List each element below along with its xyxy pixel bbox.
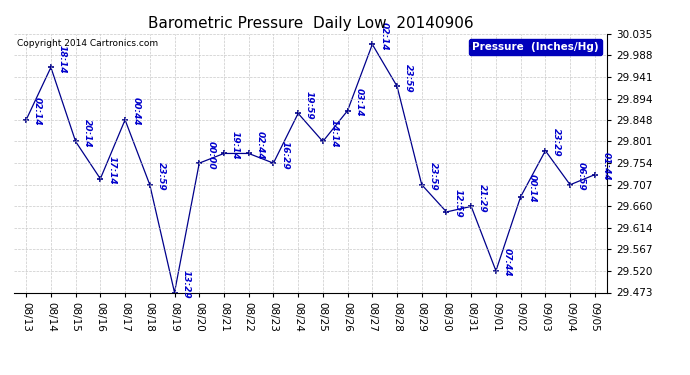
Text: 02:44: 02:44	[255, 131, 265, 160]
Text: 20:14: 20:14	[83, 119, 92, 148]
Text: 00:14: 00:14	[528, 174, 537, 203]
Pressure  (Inches/Hg)	[492, 268, 500, 273]
Pressure  (Inches/Hg)	[121, 118, 129, 122]
Pressure  (Inches/Hg)	[517, 195, 525, 199]
Text: 01:44: 01:44	[602, 152, 611, 181]
Text: 03:14: 03:14	[355, 88, 364, 117]
Text: 17:14: 17:14	[107, 156, 117, 185]
Text: 23:29: 23:29	[552, 128, 562, 157]
Text: 12:59: 12:59	[453, 189, 462, 218]
Text: 16:29: 16:29	[280, 141, 289, 169]
Pressure  (Inches/Hg)	[170, 290, 179, 295]
Text: 23:59: 23:59	[404, 64, 413, 92]
Pressure  (Inches/Hg)	[195, 161, 204, 165]
Pressure  (Inches/Hg)	[220, 151, 228, 156]
Text: 21:29: 21:29	[478, 184, 487, 213]
Text: 06:59: 06:59	[577, 162, 586, 191]
Text: 13:29: 13:29	[181, 270, 190, 298]
Pressure  (Inches/Hg)	[591, 172, 599, 177]
Line: Pressure  (Inches/Hg): Pressure (Inches/Hg)	[23, 41, 598, 296]
Pressure  (Inches/Hg)	[47, 65, 55, 70]
Pressure  (Inches/Hg)	[72, 139, 80, 144]
Text: 23:59: 23:59	[157, 162, 166, 191]
Pressure  (Inches/Hg)	[368, 42, 377, 46]
Pressure  (Inches/Hg)	[244, 151, 253, 156]
Title: Barometric Pressure  Daily Low  20140906: Barometric Pressure Daily Low 20140906	[148, 16, 473, 31]
Pressure  (Inches/Hg)	[96, 177, 104, 181]
Pressure  (Inches/Hg)	[541, 148, 549, 153]
Pressure  (Inches/Hg)	[294, 111, 302, 116]
Pressure  (Inches/Hg)	[467, 204, 475, 209]
Text: 18:14: 18:14	[58, 45, 67, 74]
Pressure  (Inches/Hg)	[22, 118, 30, 122]
Legend: Pressure  (Inches/Hg): Pressure (Inches/Hg)	[469, 39, 602, 55]
Pressure  (Inches/Hg)	[442, 210, 451, 214]
Pressure  (Inches/Hg)	[146, 183, 154, 187]
Text: 02:14: 02:14	[33, 98, 42, 126]
Pressure  (Inches/Hg)	[269, 161, 277, 165]
Pressure  (Inches/Hg)	[344, 108, 352, 113]
Pressure  (Inches/Hg)	[319, 139, 327, 144]
Pressure  (Inches/Hg)	[566, 183, 574, 187]
Text: 00:00: 00:00	[206, 141, 215, 169]
Pressure  (Inches/Hg)	[417, 183, 426, 187]
Text: 00:44: 00:44	[132, 98, 141, 126]
Text: 02:14: 02:14	[380, 22, 388, 51]
Pressure  (Inches/Hg)	[393, 84, 401, 88]
Text: 07:44: 07:44	[503, 248, 512, 277]
Text: 23:59: 23:59	[428, 162, 437, 191]
Text: 14:14: 14:14	[330, 119, 339, 148]
Text: 19:59: 19:59	[305, 91, 314, 120]
Text: 19:14: 19:14	[231, 131, 240, 160]
Text: Copyright 2014 Cartronics.com: Copyright 2014 Cartronics.com	[17, 39, 158, 48]
